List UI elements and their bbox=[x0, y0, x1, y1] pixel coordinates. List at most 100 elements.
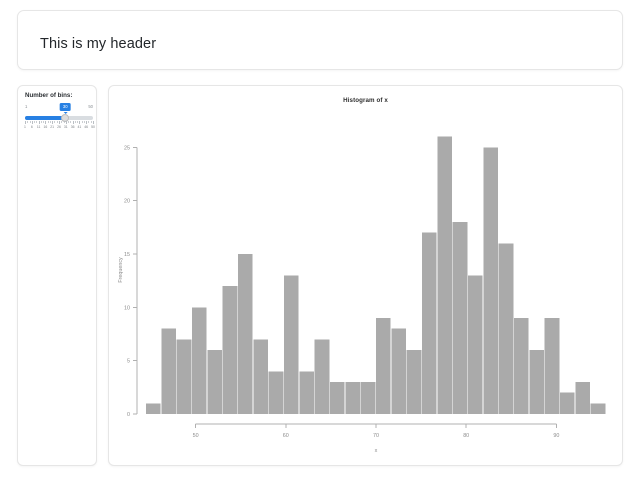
x-axis-tick-label: 70 bbox=[373, 433, 379, 439]
slider-tick-label: 11 bbox=[36, 125, 41, 130]
slider-value-badge: 30 bbox=[59, 103, 71, 112]
slider-tick bbox=[45, 121, 47, 125]
slider-tick-label: 41 bbox=[77, 125, 82, 130]
x-axis-tick-label: 60 bbox=[283, 433, 289, 439]
histogram-bar bbox=[422, 232, 437, 414]
slider-tick bbox=[52, 121, 54, 125]
histogram-bar bbox=[590, 403, 606, 414]
slider-minor-tick bbox=[63, 121, 65, 124]
histogram-bar bbox=[207, 350, 223, 414]
main-panel: Histogram of x 0 5 10 15 20 25 Frequency 50 60 70… bbox=[108, 85, 623, 466]
histogram-bar bbox=[146, 403, 161, 414]
slider-minor-tick bbox=[61, 121, 63, 124]
histogram-bar bbox=[376, 318, 391, 414]
slider-minor-tick bbox=[56, 121, 58, 124]
bins-slider[interactable]: 1 30 50 1 6 11 16 21 26 31 36 41 46 50 bbox=[24, 103, 95, 132]
sidebar-panel: Number of bins: 1 30 50 1 6 11 16 21 26 31 36 41… bbox=[17, 85, 97, 466]
histogram-bar bbox=[406, 350, 422, 414]
x-axis-tick-label: 90 bbox=[553, 433, 559, 439]
histogram-bar bbox=[529, 350, 545, 414]
slider-tick bbox=[59, 121, 60, 125]
histogram-svg: 0 5 10 15 20 25 Frequency 50 60 70 80 90 x bbox=[118, 136, 606, 454]
y-axis-tick-label: 15 bbox=[124, 252, 130, 258]
histogram-bar bbox=[483, 147, 499, 415]
histogram-bar bbox=[192, 307, 207, 414]
slider-tick bbox=[93, 121, 94, 125]
y-axis-tick-label: 5 bbox=[127, 359, 130, 365]
page-title: This is my header bbox=[40, 36, 157, 52]
slider-tick-label: 16 bbox=[43, 125, 48, 130]
slider-minor-tick bbox=[43, 121, 45, 124]
slider-tick bbox=[79, 121, 81, 125]
histogram-bar bbox=[544, 318, 560, 414]
x-axis-tick-label: 80 bbox=[463, 433, 469, 439]
slider-minor-tick bbox=[27, 121, 29, 124]
chart-title: Histogram of x bbox=[343, 97, 388, 104]
slider-minor-tick bbox=[68, 121, 70, 124]
slider-minor-tick bbox=[47, 121, 49, 124]
histogram-bar bbox=[560, 392, 575, 414]
slider-minor-tick bbox=[54, 121, 56, 124]
histogram-bar bbox=[253, 339, 269, 414]
histogram-bar bbox=[330, 382, 345, 414]
slider-tick bbox=[86, 121, 88, 125]
slider-value-row: 1 30 50 bbox=[25, 103, 93, 113]
histogram-bar bbox=[360, 382, 376, 414]
slider-handle[interactable] bbox=[61, 114, 70, 123]
histogram-bar bbox=[268, 371, 284, 414]
y-axis-tick-label: 25 bbox=[124, 145, 130, 151]
slider-fill bbox=[25, 116, 66, 121]
x-axis-tick-label: 50 bbox=[193, 433, 199, 439]
slider-minor-tick bbox=[29, 121, 31, 124]
slider-tick bbox=[72, 121, 74, 125]
slider-minor-tick bbox=[70, 121, 72, 124]
histogram-bar bbox=[161, 328, 177, 414]
slider-tick bbox=[38, 121, 40, 125]
histogram-bar bbox=[345, 382, 361, 414]
y-axis-title: Frequency bbox=[118, 257, 124, 283]
histogram-bar bbox=[437, 136, 453, 414]
slider-tick-label: 46 bbox=[84, 125, 89, 130]
histogram-bar bbox=[575, 382, 591, 414]
histogram-bar bbox=[314, 339, 330, 414]
slider-minor-tick bbox=[74, 121, 76, 124]
slider-minor-tick bbox=[49, 121, 51, 124]
slider-tick bbox=[31, 121, 33, 125]
slider-tick-label: 1 bbox=[24, 125, 26, 130]
slider-tick-labels: 1 6 11 16 21 26 31 36 41 46 50 bbox=[24, 125, 95, 132]
slider-tick-label: 36 bbox=[70, 125, 75, 130]
slider-minor-tick bbox=[83, 121, 85, 124]
slider-max-label: 50 bbox=[88, 104, 93, 110]
histogram-bar bbox=[238, 254, 253, 414]
slider-tick bbox=[25, 121, 26, 125]
x-axis-title: x bbox=[375, 448, 378, 454]
slider-tick-marks bbox=[25, 121, 94, 125]
slider-tick-label: 21 bbox=[50, 125, 55, 130]
histogram-bar bbox=[299, 371, 315, 414]
slider-tick-label: 50 bbox=[91, 125, 95, 130]
slider-minor-tick bbox=[77, 121, 79, 124]
histogram-bar bbox=[176, 339, 192, 414]
histogram-bar bbox=[391, 328, 407, 414]
histogram-bar bbox=[468, 275, 483, 414]
slider-minor-tick bbox=[90, 121, 92, 124]
slider-min-label: 1 bbox=[25, 104, 28, 110]
histogram-bar bbox=[514, 318, 529, 414]
histogram-bar bbox=[452, 222, 468, 414]
slider-tick-label: 31 bbox=[63, 125, 68, 130]
slider-minor-tick bbox=[81, 121, 83, 124]
slider-label: Number of bins: bbox=[25, 92, 73, 99]
slider-minor-tick bbox=[34, 121, 36, 124]
histogram-bar bbox=[498, 243, 514, 414]
histogram-bar bbox=[284, 275, 299, 414]
y-axis-tick-label: 0 bbox=[127, 412, 130, 418]
header-card: This is my header bbox=[17, 10, 623, 70]
slider-track[interactable] bbox=[25, 114, 93, 123]
histogram-plot: Histogram of x 0 5 10 15 20 25 Frequency 50 60 70… bbox=[109, 86, 622, 465]
slider-tick bbox=[65, 121, 67, 125]
slider-minor-tick bbox=[88, 121, 90, 124]
slider-minor-tick bbox=[36, 121, 38, 124]
histogram-bar bbox=[222, 286, 238, 414]
y-axis-tick-label: 20 bbox=[124, 199, 130, 205]
